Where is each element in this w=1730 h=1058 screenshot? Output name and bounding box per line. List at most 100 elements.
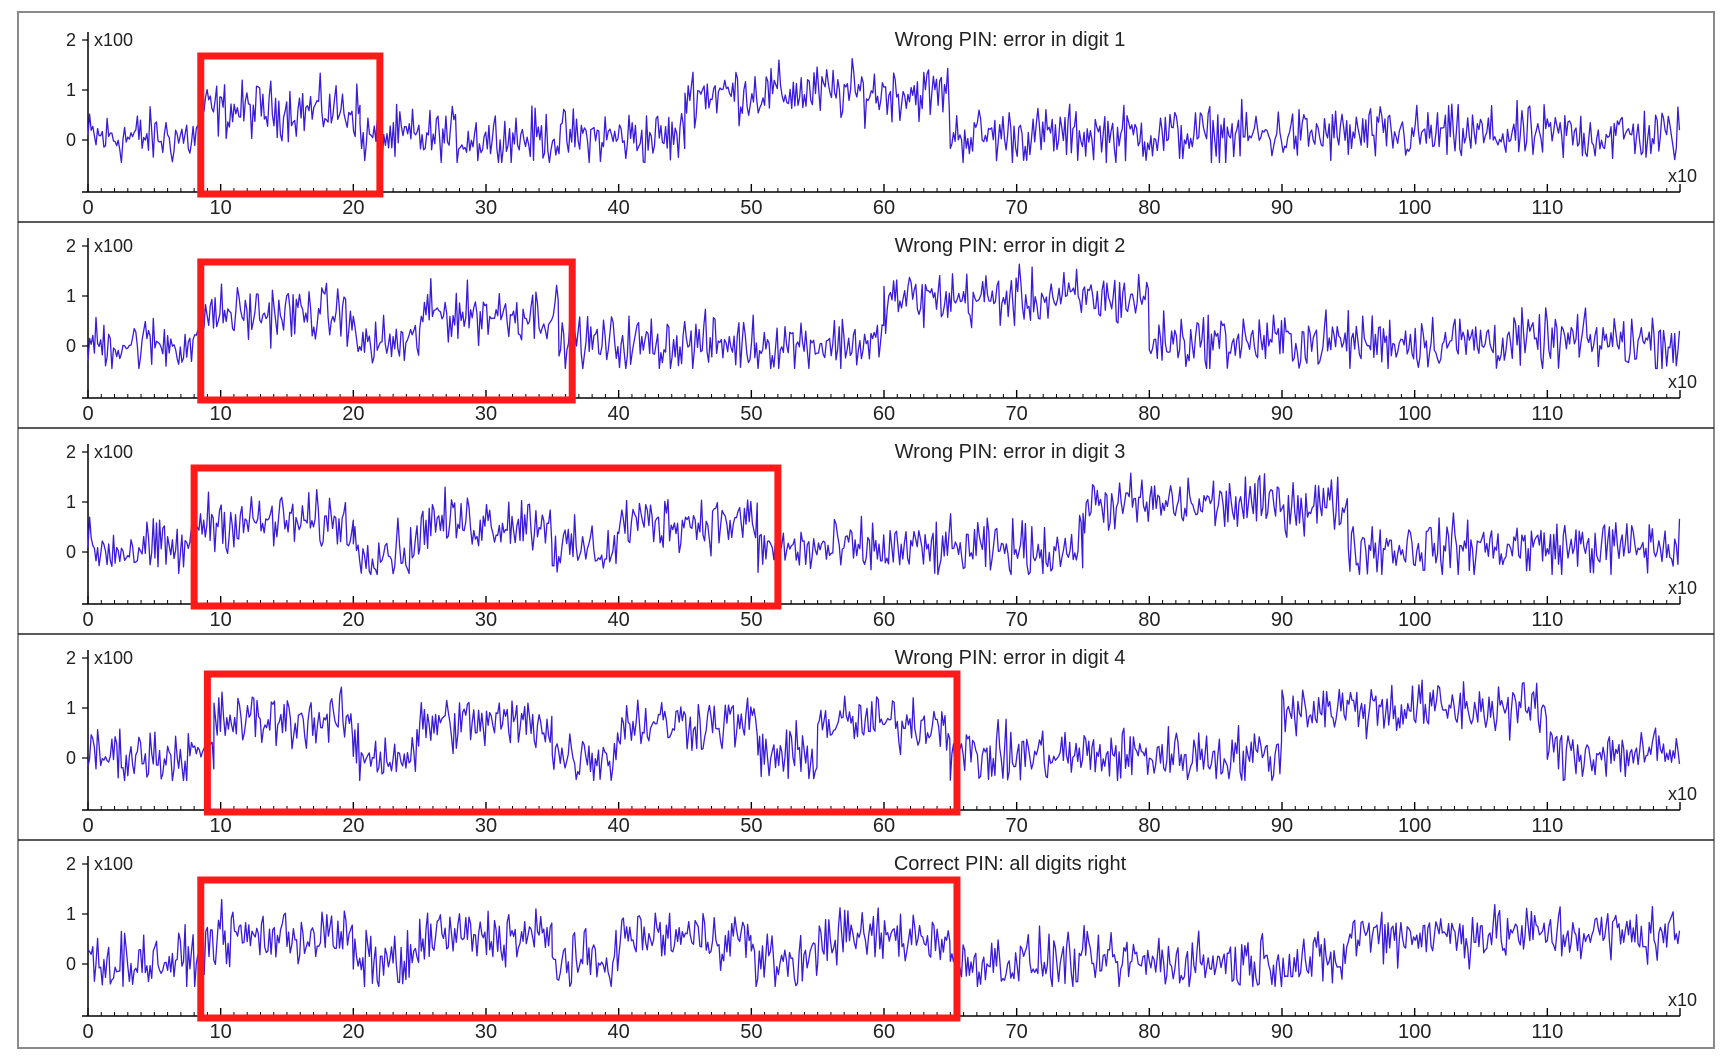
x-tick-label: 110 [1531,197,1563,219]
panel-title: Wrong PIN: error in digit 4 [895,647,1126,669]
x-tick-label: 0 [82,815,93,837]
x-tick-label: 110 [1531,1021,1563,1043]
x-tick-label: 70 [1006,1021,1028,1043]
x-tick-label: 110 [1531,403,1563,425]
x-tick-label: 40 [608,197,630,219]
x-tick-label: 80 [1138,609,1160,631]
x-tick-label: 50 [740,815,762,837]
x-tick-label: 80 [1138,1021,1160,1043]
x-tick-label: 10 [210,815,232,837]
x-tick-label: 50 [740,609,762,631]
power-trace-line [87,58,1681,164]
x-tick-label: 20 [342,609,364,631]
y-tick-label: 0 [66,130,76,150]
x-tick-label: 10 [210,197,232,219]
x-tick-label: 40 [608,1021,630,1043]
panel-title: Correct PIN: all digits right [894,853,1127,875]
y-tick-label: 0 [66,954,76,974]
y-scale-label: x100 [94,30,133,50]
x-tick-label: 100 [1398,403,1431,425]
y-scale-label: x100 [94,442,133,462]
y-tick-label: 2 [66,236,76,256]
x-tick-label: 20 [342,1021,364,1043]
y-tick-label: 1 [66,286,76,306]
x-tick-label: 50 [740,197,762,219]
x-scale-label: x10 [1668,578,1697,598]
x-tick-label: 60 [873,197,895,219]
x-tick-label: 10 [210,403,232,425]
power-trace-line [87,263,1681,370]
x-tick-label: 60 [873,1021,895,1043]
panel-title: Wrong PIN: error in digit 2 [895,235,1126,257]
x-tick-label: 10 [210,1021,232,1043]
y-scale-label: x100 [94,854,133,874]
x-tick-label: 90 [1271,403,1293,425]
x-tick-label: 100 [1398,815,1431,837]
highlight-box [197,876,961,1022]
y-tick-label: 2 [66,648,76,668]
x-tick-label: 80 [1138,403,1160,425]
y-tick-label: 0 [66,542,76,562]
y-tick-label: 1 [66,80,76,100]
x-tick-label: 0 [82,1021,93,1043]
x-tick-label: 110 [1531,609,1563,631]
x-tick-label: 0 [82,609,93,631]
x-tick-label: 60 [873,403,895,425]
power-trace-line [87,472,1681,576]
x-tick-label: 60 [873,815,895,837]
y-tick-label: 1 [66,904,76,924]
x-tick-label: 90 [1271,815,1293,837]
x-tick-label: 70 [1006,197,1028,219]
y-tick-label: 0 [66,748,76,768]
x-tick-label: 70 [1006,403,1028,425]
x-tick-label: 40 [608,815,630,837]
power-trace-line [87,898,1681,988]
x-tick-label: 20 [342,197,364,219]
x-tick-label: 20 [342,815,364,837]
highlight-box [197,258,576,404]
x-tick-label: 30 [475,197,497,219]
y-tick-label: 1 [66,698,76,718]
x-tick-label: 100 [1398,197,1431,219]
x-tick-label: 10 [210,609,232,631]
x-tick-label: 40 [608,609,630,631]
highlight-box [203,670,961,816]
x-tick-label: 60 [873,609,895,631]
y-tick-label: 0 [66,336,76,356]
y-tick-label: 2 [66,30,76,50]
x-tick-label: 30 [475,403,497,425]
highlight-box [197,52,384,198]
panel-title: Wrong PIN: error in digit 3 [895,441,1126,463]
x-tick-label: 40 [608,403,630,425]
x-scale-label: x10 [1668,372,1697,392]
x-tick-label: 30 [475,609,497,631]
x-scale-label: x10 [1668,166,1697,186]
highlight-box [190,464,782,610]
x-tick-label: 50 [740,1021,762,1043]
panel-title: Wrong PIN: error in digit 1 [895,29,1126,51]
y-tick-label: 1 [66,492,76,512]
x-scale-label: x10 [1668,784,1697,804]
x-tick-label: 80 [1138,815,1160,837]
y-scale-label: x100 [94,236,133,256]
figure-border [17,11,1715,1049]
x-tick-label: 30 [475,1021,497,1043]
power-trace-line [87,679,1681,782]
x-tick-label: 50 [740,403,762,425]
x-tick-label: 100 [1398,1021,1431,1043]
x-tick-label: 30 [475,815,497,837]
x-tick-label: 20 [342,403,364,425]
x-tick-label: 70 [1006,815,1028,837]
x-tick-label: 90 [1271,609,1293,631]
x-tick-label: 90 [1271,197,1293,219]
x-tick-label: 0 [82,403,93,425]
x-tick-label: 80 [1138,197,1160,219]
x-tick-label: 110 [1531,815,1563,837]
x-tick-label: 100 [1398,609,1431,631]
